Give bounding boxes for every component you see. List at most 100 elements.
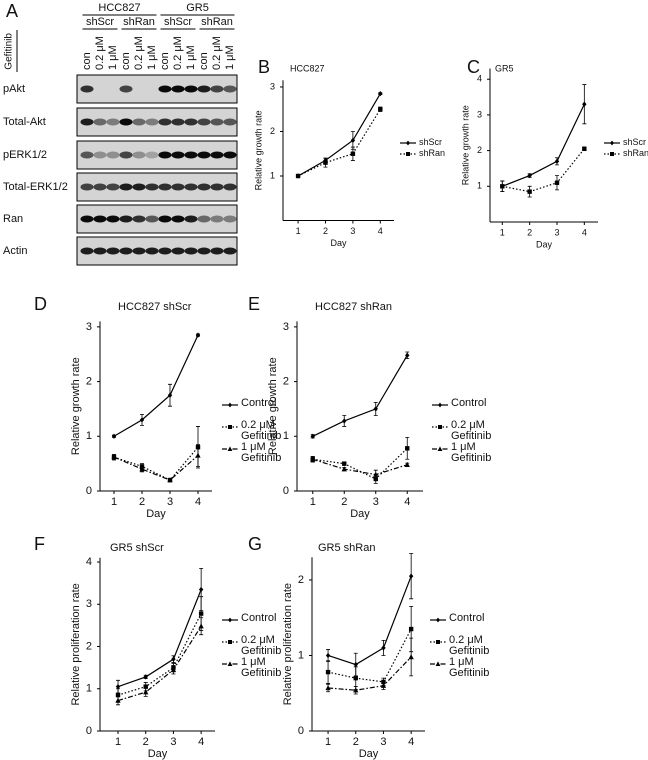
band [197,151,211,159]
legend-label: 0.2 μM Gefitinib [241,420,282,443]
series-line [502,148,585,193]
lane-label: 1 μM [146,45,158,70]
band [119,118,133,126]
x-axis-label: Day [330,238,347,248]
marker [554,158,560,164]
series-line [328,656,412,691]
marker [143,674,148,680]
marker [198,623,204,629]
band [210,183,224,191]
band [223,118,237,126]
marker [198,611,204,616]
band [119,183,133,191]
y-axis-label: Relative proliferation rate [70,583,82,705]
band [171,215,185,223]
band [197,85,211,93]
marker [373,471,379,477]
chart-title: GR5 shRan [318,542,375,554]
band [184,215,198,223]
legend-entry: 1 μM Gefitinib [449,657,489,679]
treatment-label: Gefitinib [4,33,15,70]
x-axis-label: Day [536,239,553,249]
band [223,183,237,191]
band [171,85,185,93]
band [132,215,146,223]
band [210,118,224,126]
band [210,247,224,255]
x-tick-label: 2 [139,496,145,508]
band [158,118,172,126]
series-line [117,625,202,702]
band [210,151,224,159]
legend-label: 1 μM Gefitinib [241,442,282,465]
band [223,151,237,159]
y-tick-label: 1 [477,181,482,191]
band [210,215,224,223]
marker [195,452,201,458]
band [145,247,159,255]
band [93,215,107,223]
marker [408,626,414,632]
marker [323,160,328,165]
x-tick-label: 1 [325,736,331,748]
marker [408,573,414,579]
marker [325,669,331,675]
legend-label: shScr [419,137,443,147]
marker [198,586,204,593]
marker [325,652,331,659]
band [132,118,146,126]
lane-label: 0.2 μM [211,36,223,70]
subgroup-label: shRan [123,16,155,28]
chart-title: GR5 [495,63,514,73]
marker [380,682,387,688]
y-axis-label: Relative growth rate [70,357,82,455]
y-tick-label: 2 [477,145,482,155]
y-tick-label: 4 [86,556,92,568]
marker [381,645,386,651]
row-label: pAkt [3,83,25,95]
marker [171,656,176,662]
x-axis-label: Day [350,508,370,520]
marker [295,173,301,179]
band [80,247,94,255]
band [119,215,133,223]
band [132,151,146,159]
lane-label: 0.2 μM [94,36,106,70]
band [210,85,224,93]
marker [167,477,173,483]
y-axis-label: Relative growth rate [267,357,279,455]
legend-entry: Control [241,398,276,409]
marker [115,697,121,703]
band [132,247,146,255]
marker [378,91,383,97]
legend-entry: 0.2 μM Gefitinib [451,420,492,443]
x-tick-label: 3 [380,736,386,748]
band [119,247,133,255]
band [106,118,120,126]
band [158,151,172,159]
marker [111,433,117,439]
x-tick-label: 1 [115,736,121,748]
lane-label: con [81,52,93,70]
row-label: Ran [3,213,23,225]
panel-letter: E [248,294,260,314]
x-tick-label: 4 [198,736,204,748]
lane-label: con [198,52,210,70]
band [80,183,94,191]
lane-label: 1 μM [107,45,119,70]
y-tick-label: 0 [86,725,92,737]
panel-letter: F [34,534,45,554]
y-tick-label: 0 [86,485,92,497]
legend-label: shRan [623,148,648,158]
legend-entry: shScr [623,138,646,147]
y-tick-label: 2 [86,375,92,387]
band [223,215,237,223]
legend-label: 0.2 μM Gefitinib [451,420,492,443]
series-line [117,589,202,688]
legend-marker [406,140,410,146]
band [93,118,107,126]
legend-entry: shScr [419,137,443,147]
x-tick-label: 2 [323,226,328,236]
band [158,247,172,255]
series-line [327,575,412,666]
